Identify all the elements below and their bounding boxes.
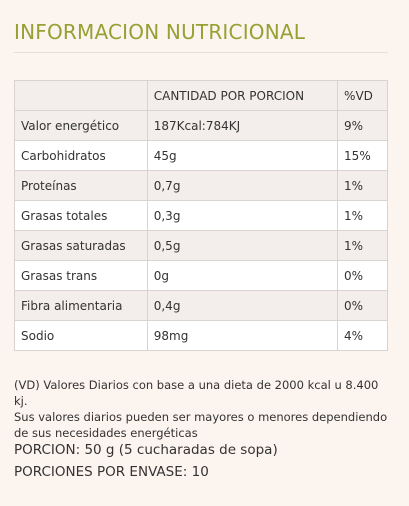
nutrient-daily-value: 9% <box>337 110 388 141</box>
nutrient-amount: 45g <box>146 140 339 171</box>
nutrient-name: Valor energético <box>14 110 148 141</box>
note-line: de sus necesidades energéticas <box>14 426 198 440</box>
note-line: (VD) Valores Diarios con base a una diet… <box>14 378 379 408</box>
nutrient-amount: 0,4g <box>146 290 339 321</box>
title-divider <box>14 52 388 53</box>
nutrient-amount: 0g <box>146 260 339 291</box>
nutrient-daily-value: 0% <box>337 290 388 321</box>
daily-value-note: (VD) Valores Diarios con base a una diet… <box>14 377 394 441</box>
header-amount: CANTIDAD POR PORCION <box>146 80 339 111</box>
table-row: Grasas totales 0,3g 1% <box>14 200 388 231</box>
nutrient-daily-value: 4% <box>337 320 388 351</box>
nutrient-name: Grasas trans <box>14 260 148 291</box>
nutrient-amount: 98mg <box>146 320 339 351</box>
nutrient-amount: 0,7g <box>146 170 339 201</box>
table-header-row: CANTIDAD POR PORCION %VD <box>14 80 388 111</box>
table-row: Grasas saturadas 0,5g 1% <box>14 230 388 261</box>
servings-per-package: PORCIONES POR ENVASE: 10 <box>14 464 209 480</box>
table-row: Grasas trans 0g 0% <box>14 260 388 291</box>
table-row: Sodio 98mg 4% <box>14 320 388 351</box>
nutrient-amount: 187Kcal:784KJ <box>146 110 339 141</box>
nutrient-name: Carbohidratos <box>14 140 148 171</box>
nutrient-daily-value: 1% <box>337 230 388 261</box>
nutrient-name: Proteínas <box>14 170 148 201</box>
nutrient-daily-value: 0% <box>337 260 388 291</box>
header-nutrient <box>14 80 148 111</box>
header-daily-value: %VD <box>337 80 388 111</box>
nutrition-table: CANTIDAD POR PORCION %VD Valor energétic… <box>14 80 388 351</box>
nutrient-name: Sodio <box>14 320 148 351</box>
table-row: Proteínas 0,7g 1% <box>14 170 388 201</box>
nutrient-daily-value: 15% <box>337 140 388 171</box>
nutrient-name: Grasas totales <box>14 200 148 231</box>
nutrient-daily-value: 1% <box>337 200 388 231</box>
nutrient-name: Fibra alimentaria <box>14 290 148 321</box>
serving-size: PORCION: 50 g (5 cucharadas de sopa) <box>14 442 278 458</box>
nutrient-amount: 0,5g <box>146 230 339 261</box>
table-row: Carbohidratos 45g 15% <box>14 140 388 171</box>
note-line: Sus valores diarios pueden ser mayores o… <box>14 410 388 424</box>
nutrient-daily-value: 1% <box>337 170 388 201</box>
page-title: INFORMACION NUTRICIONAL <box>14 20 306 44</box>
table-row: Fibra alimentaria 0,4g 0% <box>14 290 388 321</box>
nutrient-amount: 0,3g <box>146 200 339 231</box>
table-row: Valor energético 187Kcal:784KJ 9% <box>14 110 388 141</box>
nutrient-name: Grasas saturadas <box>14 230 148 261</box>
